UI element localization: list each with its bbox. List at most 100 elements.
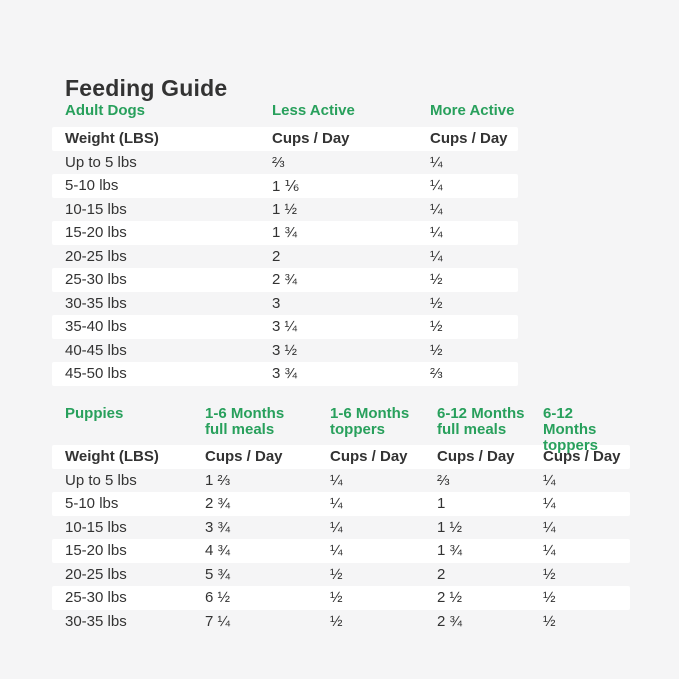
months-6-12-toppers-cell: ½ <box>543 565 556 583</box>
page-title: Feeding Guide <box>65 75 228 102</box>
table-row: 15-20 lbs 1 ¾ ¼ <box>52 221 518 245</box>
weight-header: Weight (LBS) <box>65 130 159 148</box>
weight-cell: 25-30 lbs <box>65 271 127 289</box>
weight-cell: 10-15 lbs <box>65 200 127 218</box>
less-active-cell: 1 ¾ <box>272 224 298 242</box>
more-active-cell: ½ <box>430 318 443 336</box>
table-row: 30-35 lbs 3 ½ <box>52 292 518 316</box>
months-1-6-toppers-cell: ¼ <box>330 518 343 536</box>
less-active-cell: 3 ½ <box>272 341 298 359</box>
weight-cell: 5-10 lbs <box>65 495 119 513</box>
table-row: 35-40 lbs 3 ¼ ½ <box>52 315 518 339</box>
weight-cell: 5-10 lbs <box>65 177 119 195</box>
table-row: 30-35 lbs 7 ¼ ½ 2 ¾ ½ <box>52 610 630 634</box>
weight-cell: 40-45 lbs <box>65 341 127 359</box>
table-row: Up to 5 lbs ⅔ ¼ <box>52 151 518 175</box>
weight-cell: Up to 5 lbs <box>65 471 137 489</box>
adult-column-header-row: Weight (LBS) Cups / Day Cups / Day <box>52 127 518 151</box>
more-active-cell: ¼ <box>430 200 443 218</box>
months-1-6-full-meals-cell: 5 ¾ <box>205 565 231 583</box>
less-active-cell: 3 <box>272 294 281 312</box>
less-active-cell: ⅔ <box>272 153 285 171</box>
table-row: 10-15 lbs 1 ½ ¼ <box>52 198 518 222</box>
months-6-12-full-meals-cell: 1 ½ <box>437 518 463 536</box>
more-active-cell: ⅔ <box>430 365 443 383</box>
months-1-6-toppers-cell: ¼ <box>330 542 343 560</box>
cups-day-header: Cups / Day <box>430 130 508 148</box>
cups-day-header: Cups / Day <box>330 448 408 466</box>
more-active-cell: ½ <box>430 271 443 289</box>
weight-cell: 25-30 lbs <box>65 589 127 607</box>
months-6-12-full-meals-cell: ⅔ <box>437 471 450 489</box>
months-1-6-full-meals-label: 1-6 Months full meals <box>205 406 285 438</box>
months-1-6-toppers-label: 1-6 Months toppers <box>330 406 410 438</box>
less-active-cell: 1 ⅙ <box>272 177 300 195</box>
cups-day-header: Cups / Day <box>437 448 515 466</box>
months-6-12-toppers-cell: ¼ <box>543 495 556 513</box>
cups-day-header: Cups / Day <box>272 130 350 148</box>
months-1-6-full-meals-cell: 4 ¾ <box>205 542 231 560</box>
months-1-6-toppers-cell: ¼ <box>330 471 343 489</box>
table-row: 20-25 lbs 5 ¾ ½ 2 ½ <box>52 563 630 587</box>
weight-cell: 35-40 lbs <box>65 318 127 336</box>
weight-cell: 20-25 lbs <box>65 565 127 583</box>
adult-dogs-table: Adult Dogs Less Active More Active Weigh… <box>52 103 518 386</box>
puppies-column-header-row: Weight (LBS) Cups / Day Cups / Day Cups … <box>52 445 630 469</box>
months-6-12-toppers-label: 6-12 Months toppers <box>543 406 599 454</box>
weight-cell: 30-35 lbs <box>65 294 127 312</box>
table-row: 40-45 lbs 3 ½ ½ <box>52 339 518 363</box>
months-6-12-toppers-cell: ¼ <box>543 518 556 536</box>
months-1-6-full-meals-cell: 2 ¾ <box>205 495 231 513</box>
adult-section-header-row: Adult Dogs Less Active More Active <box>52 103 518 127</box>
more-active-cell: ¼ <box>430 224 443 242</box>
months-6-12-toppers-cell: ½ <box>543 612 556 630</box>
less-active-cell: 2 <box>272 247 281 265</box>
less-active-cell: 3 ¼ <box>272 318 298 336</box>
months-1-6-full-meals-cell: 7 ¼ <box>205 612 231 630</box>
months-1-6-full-meals-cell: 1 ⅔ <box>205 471 231 489</box>
months-1-6-full-meals-cell: 6 ½ <box>205 589 231 607</box>
months-6-12-full-meals-cell: 2 ¾ <box>437 612 463 630</box>
table-row: 25-30 lbs 2 ¾ ½ <box>52 268 518 292</box>
months-1-6-toppers-cell: ½ <box>330 612 343 630</box>
adult-dogs-label: Adult Dogs <box>65 103 145 119</box>
more-active-cell: ¼ <box>430 177 443 195</box>
more-active-cell: ½ <box>430 294 443 312</box>
table-row: 5-10 lbs 1 ⅙ ¼ <box>52 174 518 198</box>
months-1-6-toppers-cell: ½ <box>330 565 343 583</box>
more-active-cell: ¼ <box>430 247 443 265</box>
months-6-12-toppers-cell: ¼ <box>543 471 556 489</box>
table-row: 5-10 lbs 2 ¾ ¼ 1 ¼ <box>52 492 630 516</box>
weight-header: Weight (LBS) <box>65 448 159 466</box>
weight-cell: 15-20 lbs <box>65 224 127 242</box>
months-1-6-full-meals-cell: 3 ¾ <box>205 518 231 536</box>
weight-cell: 15-20 lbs <box>65 542 127 560</box>
more-active-cell: ½ <box>430 341 443 359</box>
cups-day-header: Cups / Day <box>205 448 283 466</box>
less-active-cell: 2 ¾ <box>272 271 298 289</box>
months-6-12-toppers-cell: ½ <box>543 589 556 607</box>
months-1-6-toppers-cell: ½ <box>330 589 343 607</box>
months-6-12-full-meals-cell: 2 ½ <box>437 589 463 607</box>
weight-cell: 30-35 lbs <box>65 612 127 630</box>
puppies-label: Puppies <box>65 406 124 422</box>
weight-cell: 45-50 lbs <box>65 365 127 383</box>
more-active-label: More Active <box>430 103 515 119</box>
table-row: 15-20 lbs 4 ¾ ¼ 1 ¾ ¼ <box>52 539 630 563</box>
table-row: Up to 5 lbs 1 ⅔ ¼ ⅔ ¼ <box>52 469 630 493</box>
months-1-6-toppers-cell: ¼ <box>330 495 343 513</box>
table-row: 25-30 lbs 6 ½ ½ 2 ½ ½ <box>52 586 630 610</box>
months-6-12-full-meals-label: 6-12 Months full meals <box>437 406 525 438</box>
weight-cell: 20-25 lbs <box>65 247 127 265</box>
months-6-12-full-meals-cell: 1 <box>437 495 446 513</box>
weight-cell: 10-15 lbs <box>65 518 127 536</box>
puppies-table: Puppies 1-6 Months full meals 1-6 Months… <box>52 404 630 633</box>
months-6-12-full-meals-cell: 2 <box>437 565 446 583</box>
cups-day-header: Cups / Day <box>543 448 621 466</box>
less-active-cell: 1 ½ <box>272 200 298 218</box>
less-active-cell: 3 ¾ <box>272 365 298 383</box>
puppies-section-header-row: Puppies 1-6 Months full meals 1-6 Months… <box>52 404 630 454</box>
more-active-cell: ¼ <box>430 153 443 171</box>
months-6-12-toppers-cell: ¼ <box>543 542 556 560</box>
